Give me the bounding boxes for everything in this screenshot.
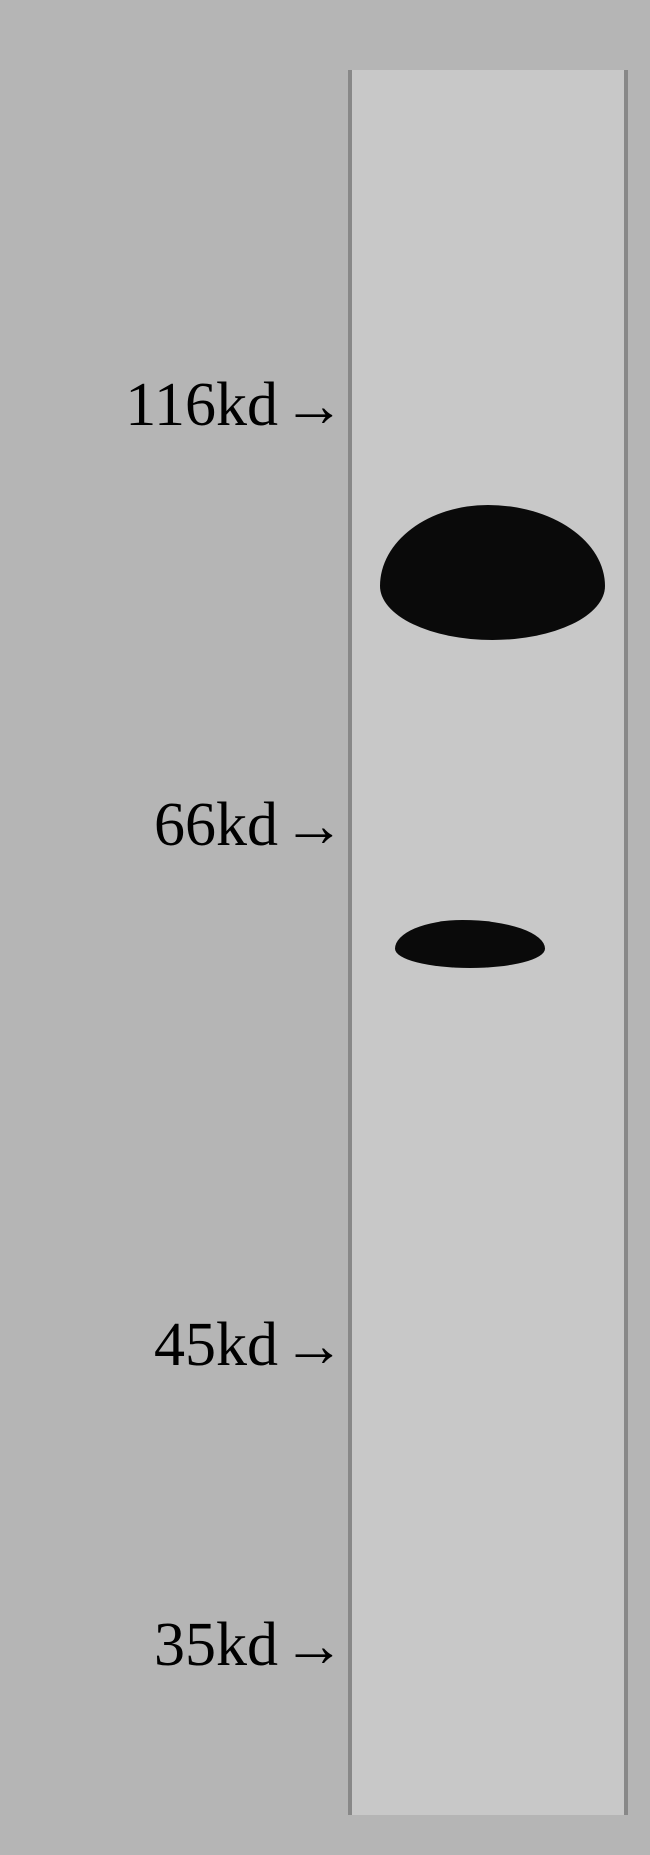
mw-marker-35kd: 35kd →	[85, 1610, 345, 1681]
arrow-icon: →	[283, 375, 345, 437]
mw-marker-66kd: 66kd →	[85, 790, 345, 861]
marker-label: 45kd	[154, 1310, 278, 1381]
mw-marker-116kd: 116kd →	[55, 370, 345, 441]
marker-label: 66kd	[154, 790, 278, 861]
marker-label: 116kd	[125, 370, 278, 441]
arrow-icon: →	[283, 795, 345, 857]
arrow-icon: →	[283, 1315, 345, 1377]
arrow-icon: →	[283, 1615, 345, 1677]
marker-label: 35kd	[154, 1610, 278, 1681]
mw-marker-45kd: 45kd →	[85, 1310, 345, 1381]
